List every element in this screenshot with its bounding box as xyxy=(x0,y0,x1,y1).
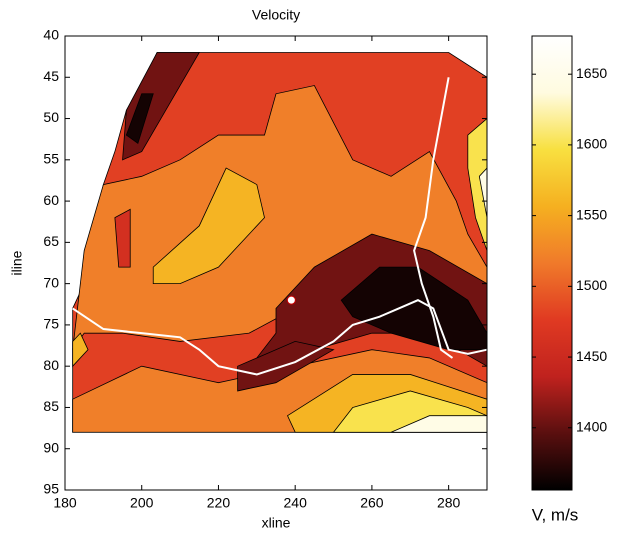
contour-region xyxy=(152,167,265,285)
y-tick-label: 60 xyxy=(43,192,59,208)
y-tick-label: 80 xyxy=(43,357,59,373)
path-line xyxy=(413,77,454,359)
colorbar xyxy=(531,35,573,491)
colorbar-tick-label: 1550 xyxy=(576,206,607,222)
colorbar-label: V, m/s xyxy=(532,505,579,524)
colorbar-tick-label: 1500 xyxy=(576,277,607,293)
colorbar-tick-label: 1600 xyxy=(576,136,607,152)
y-tick-label: 95 xyxy=(43,481,59,497)
y-tick-label: 40 xyxy=(43,27,59,43)
marker xyxy=(286,295,296,305)
y-tick-label: 70 xyxy=(43,274,59,290)
contour-region xyxy=(122,52,200,161)
x-tick-label: 240 xyxy=(284,495,308,511)
x-tick-label: 180 xyxy=(53,495,77,511)
x-axis-label: xline xyxy=(262,515,291,531)
y-tick-label: 85 xyxy=(43,398,59,414)
x-tick-label: 280 xyxy=(437,495,461,511)
contour-region xyxy=(114,208,131,268)
y-tick-label: 45 xyxy=(43,68,59,84)
x-tick-label: 200 xyxy=(130,495,154,511)
colorbar-tick-label: 1650 xyxy=(576,65,607,81)
y-axis-label: iline xyxy=(9,250,25,275)
y-tick-label: 75 xyxy=(43,316,59,332)
y-tick-label: 50 xyxy=(43,109,59,125)
x-tick-label: 220 xyxy=(207,495,231,511)
colorbar-tick-label: 1400 xyxy=(576,418,607,434)
contour-region xyxy=(125,93,154,144)
path-line xyxy=(72,299,488,376)
chart-title: Velocity xyxy=(252,7,300,23)
y-tick-label: 90 xyxy=(43,439,59,455)
plot-frame xyxy=(64,35,488,491)
y-tick-label: 55 xyxy=(43,151,59,167)
y-tick-label: 65 xyxy=(43,233,59,249)
colorbar-tick-label: 1450 xyxy=(576,348,607,364)
contour-region xyxy=(467,117,488,251)
x-tick-label: 260 xyxy=(360,495,384,511)
contour-region xyxy=(72,332,89,368)
